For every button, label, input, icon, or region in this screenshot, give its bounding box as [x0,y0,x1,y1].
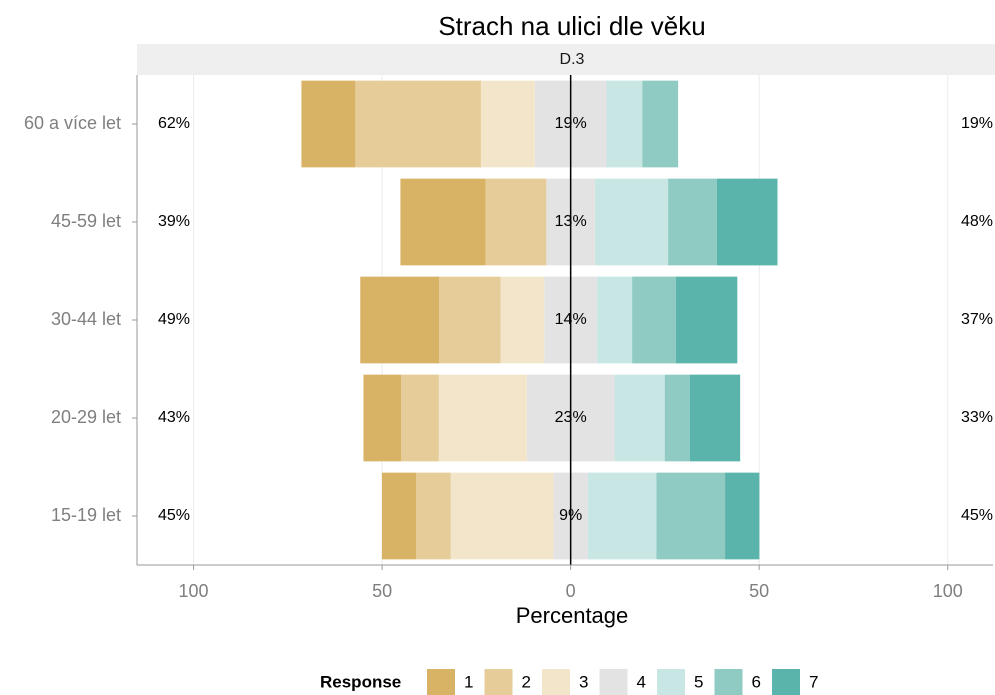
low-pct-label: 49% [158,311,190,328]
y-tick-label: 15-19 let [51,505,121,525]
legend-label: 2 [522,672,531,691]
facet-strip [137,44,995,75]
x-tick-label: 50 [749,581,769,601]
legend-label: 1 [464,672,473,691]
legend-swatch [542,669,570,695]
low-pct-label: 39% [158,213,190,230]
bar-segment [500,276,545,364]
legend-label: 5 [694,672,703,691]
bar-segment [668,178,717,266]
bar-segment [594,178,669,266]
x-axis-title: Percentage [516,603,629,628]
low-pct-label: 62% [158,115,190,132]
x-tick-label: 100 [179,581,209,601]
chart-title: Strach na ulici dle věku [438,11,705,41]
bar-segment [614,374,665,462]
y-tick-label: 60 a více let [24,113,121,133]
bar-segment [439,276,501,364]
facet-label: D.3 [560,51,585,68]
bar-segment [381,472,417,560]
high-pct-label: 48% [961,213,993,230]
legend-swatch [599,669,628,695]
bar-segment [450,472,554,560]
bar-segment [606,80,643,168]
y-tick-label: 30-44 let [51,309,121,329]
bar-segment [632,276,676,364]
bar-segment [400,178,486,266]
y-tick-label: 20-29 let [51,407,121,427]
high-pct-label: 19% [961,115,993,132]
x-tick-label: 50 [372,581,392,601]
bar-segment [664,374,691,462]
legend-swatch [427,669,455,695]
bar-segment [642,80,679,168]
legend-label: 7 [809,672,818,691]
bar-segment [480,80,535,168]
bar-segment [597,276,633,364]
bar-segment [587,472,657,560]
bar-segment [301,80,356,168]
low-pct-label: 43% [158,409,190,426]
high-pct-label: 45% [961,507,993,524]
bar-segment [675,276,738,364]
bar-segment [485,178,547,266]
high-pct-label: 33% [961,409,993,426]
bar-segment [416,472,451,560]
high-pct-label: 37% [961,311,993,328]
bar-segment [438,374,527,462]
bar-segment [401,374,439,462]
legend-swatch [484,669,513,695]
bar-segment [725,472,760,560]
low-pct-label: 45% [158,507,190,524]
legend-swatch [657,669,685,695]
legend-swatch [714,669,743,695]
legend-label: 3 [579,672,588,691]
bar-segment [690,374,741,462]
x-tick-label: 100 [933,581,963,601]
bar-segment [656,472,726,560]
legend-swatch [772,669,800,695]
legend-label: 4 [637,672,646,691]
legend-label: 6 [752,672,761,691]
legend-title: Response [320,672,401,691]
x-tick-label: 0 [566,581,576,601]
bar-segment [363,374,402,462]
y-tick-label: 45-59 let [51,211,121,231]
bar-segment [355,80,481,168]
bar-segment [716,178,778,266]
bar-segment [360,276,440,364]
